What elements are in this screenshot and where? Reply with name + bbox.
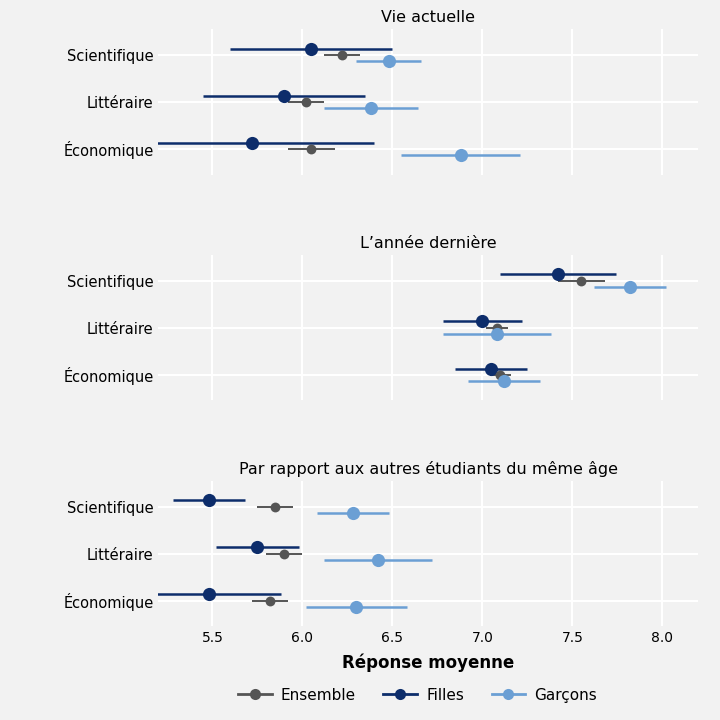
Point	[624, 281, 636, 292]
Point	[252, 541, 264, 553]
Point	[498, 375, 510, 387]
Point	[269, 500, 281, 512]
Point	[305, 42, 317, 54]
Point	[246, 137, 258, 148]
Point	[477, 316, 488, 328]
Title: Vie actuelle: Vie actuelle	[382, 10, 475, 25]
Point	[552, 269, 564, 280]
Point	[264, 595, 276, 606]
Legend: Ensemble, Filles, Garçons: Ensemble, Filles, Garçons	[232, 682, 603, 708]
Title: L’année dernière: L’année dernière	[360, 235, 497, 251]
Point	[203, 589, 215, 600]
Title: Par rapport aux autres étudiants du même âge: Par rapport aux autres étudiants du même…	[239, 461, 618, 477]
Point	[203, 495, 215, 506]
Point	[491, 328, 503, 339]
X-axis label: Réponse moyenne: Réponse moyenne	[342, 654, 515, 672]
Point	[336, 49, 348, 60]
Point	[486, 363, 498, 374]
Point	[279, 90, 290, 102]
Point	[576, 275, 588, 287]
Point	[300, 96, 312, 107]
Point	[351, 601, 362, 613]
Point	[372, 554, 384, 565]
Point	[495, 369, 506, 380]
Point	[305, 143, 317, 155]
Point	[347, 507, 359, 518]
Point	[455, 149, 467, 161]
Point	[365, 102, 377, 114]
Point	[279, 548, 290, 559]
Point	[491, 322, 503, 333]
Point	[383, 55, 395, 66]
